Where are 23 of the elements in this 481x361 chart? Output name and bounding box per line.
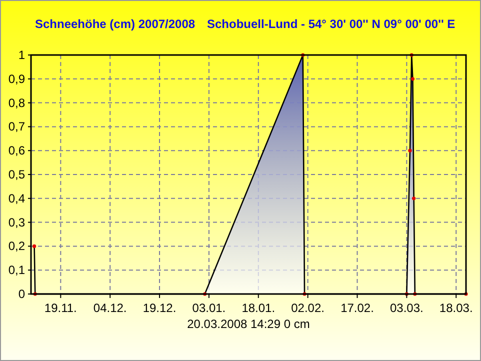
y-tick-label: 0,6 [8,144,26,158]
text: 20.03.2008 14:29 0 cm [187,317,310,331]
x-tick-label: 03.03. [390,301,424,315]
x-tick-label: 04.12. [93,301,127,315]
x-tick-label: 19.12. [142,301,176,315]
y-tick-label: 0,2 [8,239,26,254]
x-tick-label: 19.11. [44,301,77,315]
x-tick-label: 03.01. [192,301,226,315]
x-tick-label: 18.03. [439,301,473,315]
y-tick-label: 1 [18,48,26,62]
x-tick-label: 02.02. [291,301,325,315]
y-tick-label: 0,9 [8,72,26,86]
x-tick-label: 17.02. [340,301,374,315]
y-tick-label: 0,4 [8,191,26,206]
y-tick-label: 0,7 [8,120,26,134]
x-tick-label: 18.01. [242,301,276,315]
chart-subtitle: Schobuell-Lund - 54° 30' 00'' N 09° 00' 00'' E [207,17,456,31]
chart-title: Schneehöhe (cm) 2007/2008 [35,17,196,31]
y-tick-label: 0,8 [8,96,26,110]
y-tick-label: 0 [18,287,26,301]
y-tick-label: 0,3 [8,215,26,230]
y-tick-label: 0,5 [8,168,26,182]
y-tick-label: 0,1 [8,263,26,278]
